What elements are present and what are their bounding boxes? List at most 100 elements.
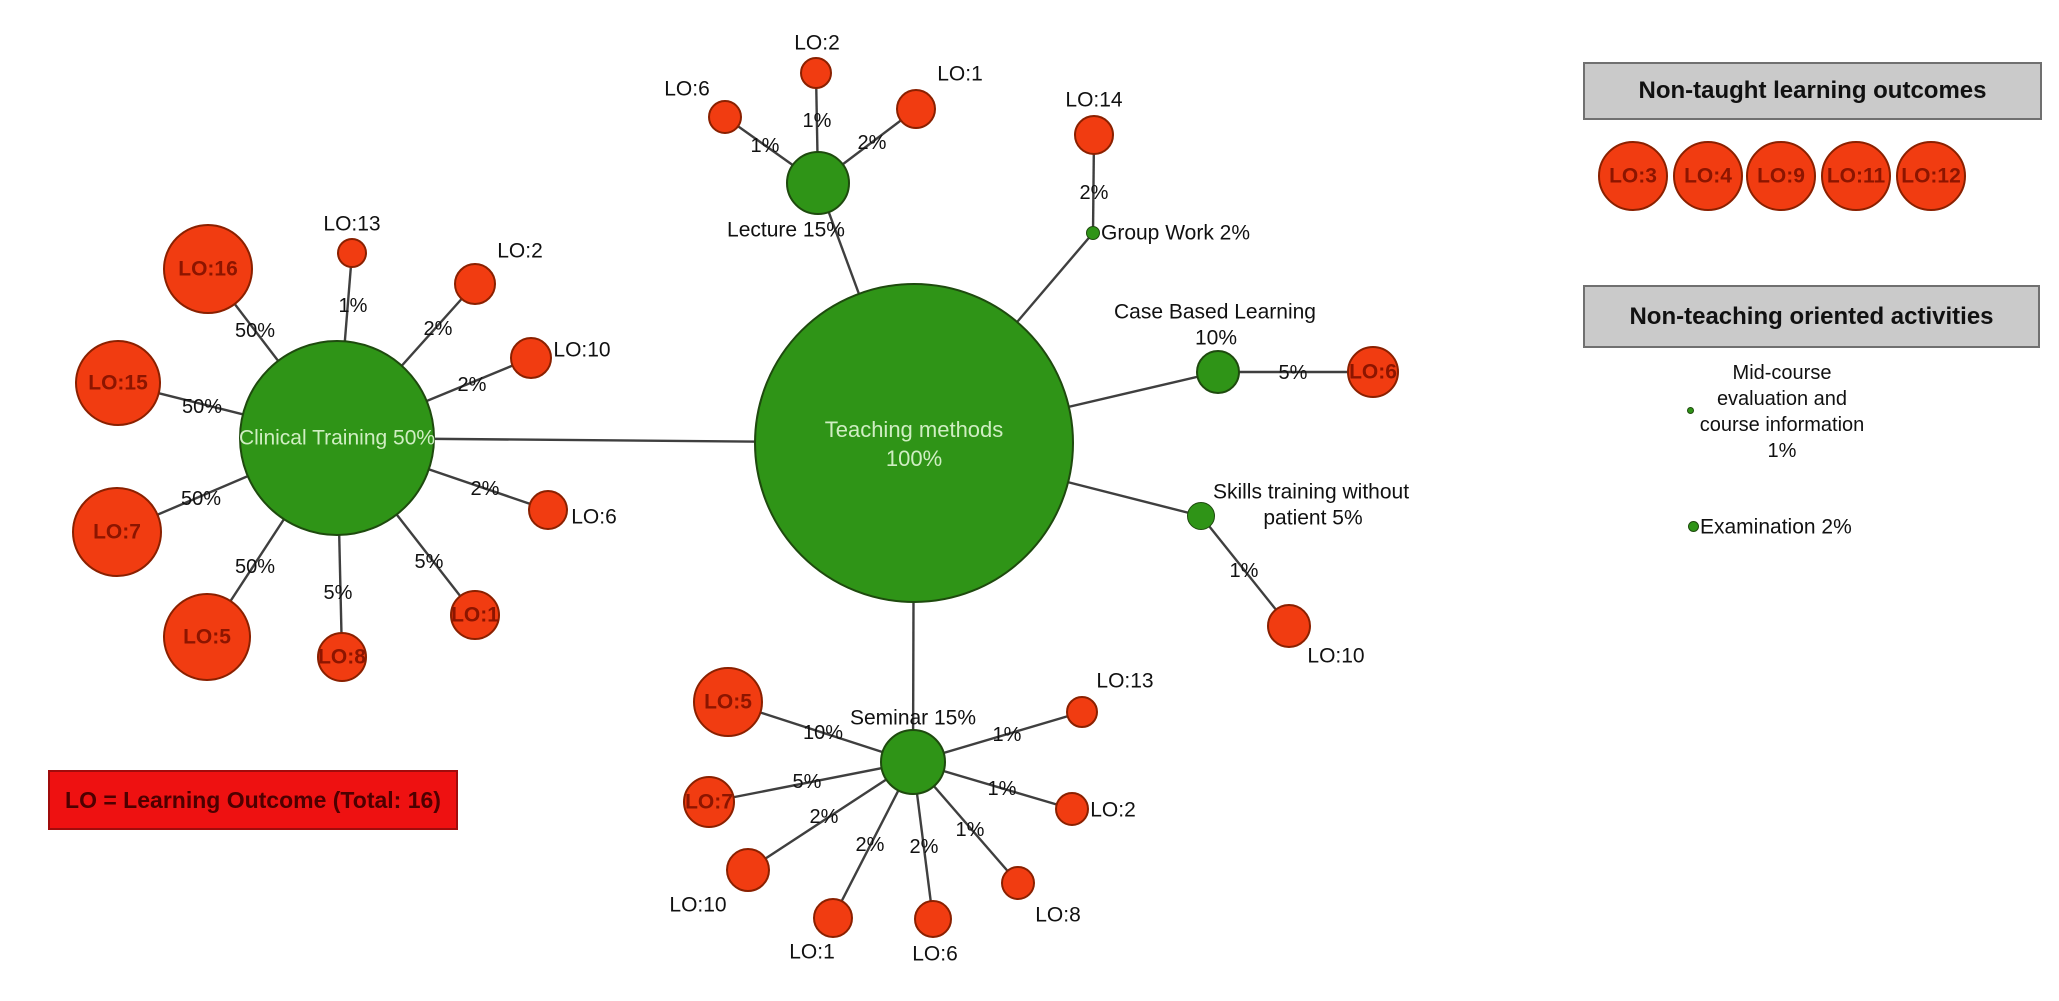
legend-bubble-lo11-label: LO:11: [1826, 164, 1886, 188]
edge-percent-label: 5%: [792, 771, 822, 793]
bubble-clinical-lo13-label: LO:13: [323, 212, 381, 236]
midcourse-evaluation-label: Mid-course evaluation and course informa…: [1656, 360, 1908, 464]
bubble-seminar-lo8-label: LO:8: [1035, 903, 1081, 927]
legend-bubble-lo12-label: LO:12: [1901, 164, 1961, 188]
edge-percent-label: 50%: [180, 488, 222, 510]
bubble-seminar-lo8: [1001, 866, 1035, 900]
edge-percent-label: 1%: [338, 295, 368, 317]
bubble-lecture-lo6-label: LO:6: [664, 77, 710, 101]
bubble-clinical-lo15-label: LO:15: [88, 371, 148, 395]
bubble-lecture-lo1-label: LO:1: [937, 62, 983, 86]
bubble-clinical-lo8-label: LO:8: [318, 645, 366, 669]
hub-seminar: [880, 729, 946, 795]
bubble-seminar-lo13-label: LO:13: [1096, 669, 1154, 693]
bubble-seminar-lo6: [914, 900, 952, 938]
bubble-seminar-lo10: [726, 848, 770, 892]
edge-percent-label: 5%: [414, 551, 444, 573]
bubble-lecture-lo2: [800, 57, 832, 89]
bubble-clinical-lo5-label: LO:5: [183, 625, 231, 649]
bubble-seminar-lo5: [693, 667, 763, 737]
bubble-clinical-lo2: [454, 263, 496, 305]
bubble-clinical-lo16-label: LO:16: [178, 257, 238, 281]
legend-bubble-lo12: [1896, 141, 1966, 211]
edge-percent-label: 2%: [423, 318, 453, 340]
skills-training-label-line1: Skills training without: [1212, 480, 1410, 504]
midcourse-line-1: Mid-course: [1732, 362, 1832, 384]
lecture-label: Lecture 15%: [727, 218, 845, 242]
midcourse-line-3: course information: [1699, 414, 1865, 436]
edge-percent-label: 2%: [1079, 182, 1109, 204]
examination-dot: [1688, 521, 1699, 532]
seminar-label: Seminar 15%: [849, 706, 977, 730]
edge-percent-label: 5%: [323, 582, 353, 604]
bubble-cbl-lo6-label: LO:6: [1349, 360, 1397, 384]
dot-skills-training: [1187, 502, 1215, 530]
bubble-skills-lo10-label: LO:10: [1307, 644, 1365, 668]
midcourse-dot: [1687, 407, 1694, 414]
bubble-seminar-lo13: [1066, 696, 1098, 728]
edge-percent-label: 1%: [955, 819, 985, 841]
lo-note-box: LO = Learning Outcome (Total: 16): [48, 770, 458, 830]
bubble-seminar-lo1-label: LO:1: [789, 940, 835, 964]
hub-case-based-learning: [1196, 350, 1240, 394]
bubble-groupwork-lo14-label: LO:14: [1065, 88, 1123, 112]
legend-non-taught-title: Non-taught learning outcomes: [1638, 77, 1987, 104]
hub-teaching-methods-label-line1: Teaching methods: [824, 417, 1004, 442]
legend-bubble-lo3: [1598, 141, 1668, 211]
legend-bubble-lo9: [1746, 141, 1816, 211]
edge-percent-label: 1%: [1229, 560, 1259, 582]
midcourse-line-2: evaluation and: [1716, 388, 1848, 410]
edge-percent-label: 10%: [802, 722, 844, 744]
edge-seminar-lo7: [708, 760, 914, 804]
group-work-label: Group Work 2%: [1101, 221, 1250, 245]
bubble-seminar-lo1: [813, 898, 853, 938]
edge-percent-label: 50%: [181, 396, 223, 418]
bubble-lecture-lo6: [708, 100, 742, 134]
bubble-groupwork-lo14: [1074, 115, 1114, 155]
edge-percent-label: 1%: [987, 778, 1017, 800]
bubble-seminar-lo2-label: LO:2: [1090, 798, 1136, 822]
bubble-seminar-lo7: [683, 776, 735, 828]
bubble-clinical-lo13: [337, 238, 367, 268]
legend-activities-box: Non-teaching oriented activities: [1583, 285, 2040, 348]
bubble-seminar-lo7-label: LO:7: [685, 790, 733, 814]
edge-percent-label: 50%: [234, 556, 276, 578]
edge-skills-lo10: [1200, 515, 1290, 627]
hub-teaching-methods-label: Teaching methods 100%: [825, 415, 1004, 473]
edge-percent-label: 2%: [857, 132, 887, 154]
legend-bubble-lo4-label: LO:4: [1684, 164, 1732, 188]
bubble-cbl-lo6: [1347, 346, 1399, 398]
legend-bubble-lo3-label: LO:3: [1609, 164, 1657, 188]
edge-percent-label: 1%: [750, 135, 780, 157]
legend-bubble-lo4: [1673, 141, 1743, 211]
hub-teaching-methods-label-line2: 100%: [885, 446, 943, 471]
edge-percent-label: 1%: [802, 110, 832, 132]
hub-clinical-training-label: Clinical Training 50%: [238, 426, 436, 450]
bubble-clinical-lo7: [72, 487, 162, 577]
bubble-clinical-lo6: [528, 490, 568, 530]
dot-group-work: [1086, 226, 1100, 240]
legend-bubble-lo9-label: LO:9: [1757, 164, 1805, 188]
legend-activities-title: Non-teaching oriented activities: [1629, 302, 1994, 330]
bubble-clinical-lo10-label: LO:10: [553, 338, 611, 362]
bubble-clinical-lo5: [163, 593, 251, 681]
midcourse-line-4: 1%: [1767, 440, 1797, 462]
hub-teaching-methods: [754, 283, 1074, 603]
bubble-clinical-lo1-label: LO:1: [451, 603, 499, 627]
bubble-clinical-lo8: [317, 632, 367, 682]
bubble-seminar-lo10-label: LO:10: [669, 893, 727, 917]
hub-clinical-training: [239, 340, 435, 536]
edge-percent-label: 2%: [855, 834, 885, 856]
bubble-lecture-lo2-label: LO:2: [794, 31, 840, 55]
bubble-clinical-lo6-label: LO:6: [571, 505, 617, 529]
bubble-lecture-lo1: [896, 89, 936, 129]
bubble-skills-lo10: [1267, 604, 1311, 648]
bubble-clinical-lo10: [510, 337, 552, 379]
edge-percent-label: 50%: [234, 320, 276, 342]
edge-percent-label: 2%: [809, 806, 839, 828]
hub-lecture: [786, 151, 850, 215]
bubble-clinical-lo7-label: LO:7: [93, 520, 141, 544]
edge-percent-label: 2%: [909, 836, 939, 858]
bubble-clinical-lo16: [163, 224, 253, 314]
